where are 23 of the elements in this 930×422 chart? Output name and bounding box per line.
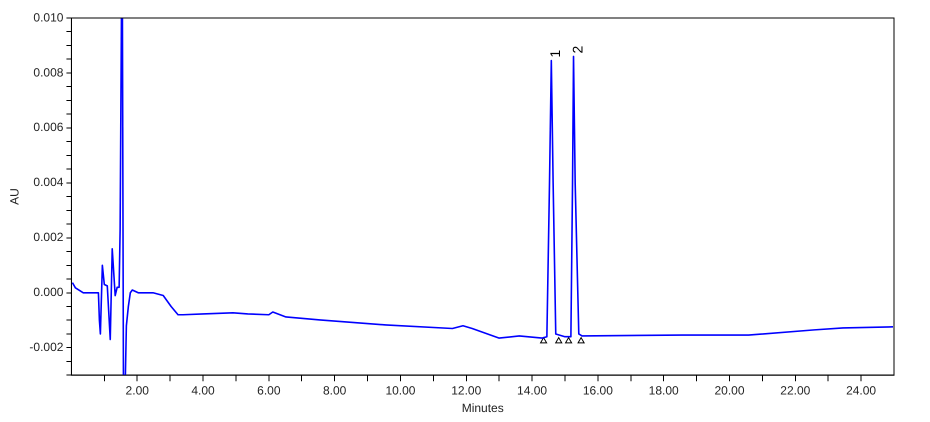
y-tick-label: -0.002: [29, 340, 64, 354]
x-tick-label: 4.00: [191, 384, 216, 398]
x-tick-label: 6.00: [257, 384, 281, 398]
y-tick-label: 0.008: [33, 65, 64, 80]
x-tick-label: 12.00: [451, 384, 482, 398]
annotation: 2: [569, 45, 586, 54]
x-axis-title: Minutes: [462, 401, 504, 416]
x-tick-label: 24.00: [846, 384, 876, 398]
annotation: 1: [547, 50, 564, 58]
y-tick-label: 0.000: [33, 285, 64, 300]
x-tick-label: 14.00: [517, 384, 548, 398]
x-tick-label: 18.00: [648, 384, 680, 398]
x-tick-label: 8.00: [322, 384, 347, 398]
y-axis-title: AU: [8, 188, 22, 205]
x-tick-label: 20.00: [714, 384, 745, 398]
x-tick-label: 22.00: [780, 384, 811, 398]
y-tick-label: 0.004: [33, 175, 64, 190]
x-tick-label: 10.00: [385, 384, 416, 398]
y-tick-label: 0.010: [33, 10, 64, 24]
y-tick-label: 0.006: [33, 120, 64, 134]
x-tick-label: 2.00: [126, 384, 150, 398]
y-tick-label: 0.002: [33, 230, 64, 244]
x-tick-label: 16.00: [582, 384, 614, 398]
